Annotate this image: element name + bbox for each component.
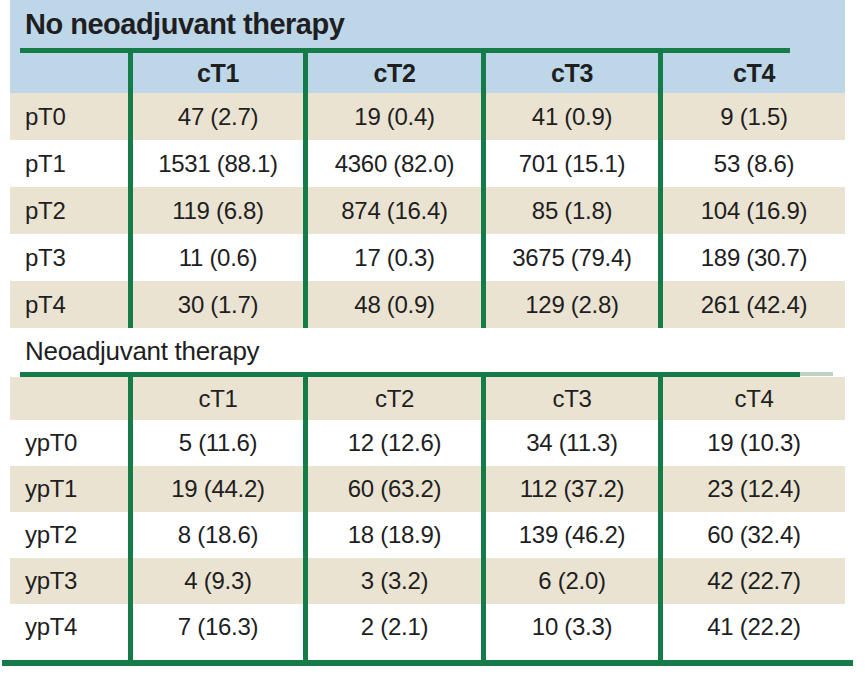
table-body-no-neoadjuvant: pT047 (2.7)19 (0.4)41 (0.9)9 (1.5)pT1153…: [10, 93, 845, 328]
table-cell: 19 (10.3): [658, 420, 845, 466]
table-cell: 48 (0.9): [303, 281, 481, 328]
table-cell: 189 (30.7): [658, 234, 845, 281]
column-header-ct2: cT2: [303, 53, 481, 93]
row-label: pT4: [10, 281, 128, 328]
table-cell: 85 (1.8): [481, 187, 658, 234]
table-cell: 119 (6.8): [128, 187, 303, 234]
row-label: pT3: [10, 234, 128, 281]
table-cell: 9 (1.5): [658, 93, 845, 140]
table-cell: 104 (16.9): [658, 187, 845, 234]
divider-line-faded: [800, 372, 833, 376]
column-header-ct3: cT3: [481, 53, 658, 93]
table-row: ypT34 (9.3)3 (3.2)6 (2.0)42 (22.7): [10, 558, 845, 604]
table-cell: 60 (32.4): [658, 512, 845, 558]
table-cell: 34 (11.3): [481, 420, 658, 466]
table-cell: 60 (63.2): [303, 466, 481, 512]
section-no-neoadjuvant: No neoadjuvant therapy cT1 cT2 cT3 cT4: [10, 0, 845, 93]
spacer-cell: [658, 650, 845, 660]
row-label: ypT2: [10, 512, 128, 558]
row-label: ypT1: [10, 466, 128, 512]
spacer-cell: [128, 650, 303, 660]
table-row: pT047 (2.7)19 (0.4)41 (0.9)9 (1.5): [10, 93, 845, 140]
table-cell: 7 (16.3): [128, 604, 303, 650]
section-title-no-neoadjuvant: No neoadjuvant therapy: [10, 0, 845, 41]
table-cell: 4360 (82.0): [303, 140, 481, 187]
table-row: pT2119 (6.8)874 (16.4)85 (1.8)104 (16.9): [10, 187, 845, 234]
row-label: ypT0: [10, 420, 128, 466]
table-row: pT430 (1.7)48 (0.9)129 (2.8)261 (42.4): [10, 281, 845, 328]
spacer-cell: [303, 650, 481, 660]
table-cell: 701 (15.1): [481, 140, 658, 187]
table-content-area: No neoadjuvant therapy cT1 cT2 cT3 cT4 p…: [10, 0, 845, 680]
table-row: pT11531 (88.1)4360 (82.0)701 (15.1)53 (8…: [10, 140, 845, 187]
table-cell: 30 (1.7): [128, 281, 303, 328]
table-row: ypT28 (18.6)18 (18.9)139 (46.2)60 (32.4): [10, 512, 845, 558]
corner-cell: [10, 650, 128, 660]
table-cell: 12 (12.6): [303, 420, 481, 466]
table-cell: 8 (18.6): [128, 512, 303, 558]
table-row: ypT119 (44.2)60 (63.2)112 (37.2)23 (12.4…: [10, 466, 845, 512]
section-title-neoadjuvant: Neoadjuvant therapy: [10, 328, 845, 372]
column-header-ct2: cT2: [303, 377, 481, 420]
table-cell: 3 (3.2): [303, 558, 481, 604]
table-cell: 41 (22.2): [658, 604, 845, 650]
table-cell: 53 (8.6): [658, 140, 845, 187]
row-label: pT1: [10, 140, 128, 187]
corner-cell: [10, 53, 128, 93]
spacer-cell: [481, 650, 658, 660]
column-header-ct1: cT1: [128, 53, 303, 93]
column-header-ct3: cT3: [481, 377, 658, 420]
table-cell: 47 (2.7): [128, 93, 303, 140]
table-cell: 112 (37.2): [481, 466, 658, 512]
table-cell: 10 (3.3): [481, 604, 658, 650]
row-label: pT0: [10, 93, 128, 140]
table-cell: 41 (0.9): [481, 93, 658, 140]
corner-cell: [10, 377, 128, 420]
table-header-row: cT1 cT2 cT3 cT4: [10, 377, 845, 420]
table-cell: 3675 (79.4): [481, 234, 658, 281]
table-cell: 139 (46.2): [481, 512, 658, 558]
table-cell: 11 (0.6): [128, 234, 303, 281]
table-cell: 18 (18.9): [303, 512, 481, 558]
table-row: ypT47 (16.3)2 (2.1)10 (3.3)41 (22.2): [10, 604, 845, 650]
table-cell: 6 (2.0): [481, 558, 658, 604]
column-header-ct4: cT4: [658, 377, 845, 420]
bottom-border-line: [2, 660, 853, 666]
table-cell: 5 (11.6): [128, 420, 303, 466]
table-cell: 1531 (88.1): [128, 140, 303, 187]
table-header-row: cT1 cT2 cT3 cT4: [10, 53, 845, 93]
table-cell: 42 (22.7): [658, 558, 845, 604]
table-cell: 2 (2.1): [303, 604, 481, 650]
table-cell: 4 (9.3): [128, 558, 303, 604]
table-cell: 17 (0.3): [303, 234, 481, 281]
table-cell: 19 (0.4): [303, 93, 481, 140]
column-header-ct4: cT4: [658, 53, 845, 93]
table-cell: 19 (44.2): [128, 466, 303, 512]
table-body-neoadjuvant: ypT05 (11.6)12 (12.6)34 (11.3)19 (10.3)y…: [10, 420, 845, 650]
row-label: pT2: [10, 187, 128, 234]
table-cell: 874 (16.4): [303, 187, 481, 234]
row-label: ypT4: [10, 604, 128, 650]
table-row: pT311 (0.6)17 (0.3)3675 (79.4)189 (30.7): [10, 234, 845, 281]
table-footer-spacer: [10, 650, 845, 660]
column-header-ct1: cT1: [128, 377, 303, 420]
staging-table-figure: No neoadjuvant therapy cT1 cT2 cT3 cT4 p…: [0, 0, 865, 680]
table-cell: 23 (12.4): [658, 466, 845, 512]
table-cell: 261 (42.4): [658, 281, 845, 328]
table-cell: 129 (2.8): [481, 281, 658, 328]
table-row: ypT05 (11.6)12 (12.6)34 (11.3)19 (10.3): [10, 420, 845, 466]
row-label: ypT3: [10, 558, 128, 604]
